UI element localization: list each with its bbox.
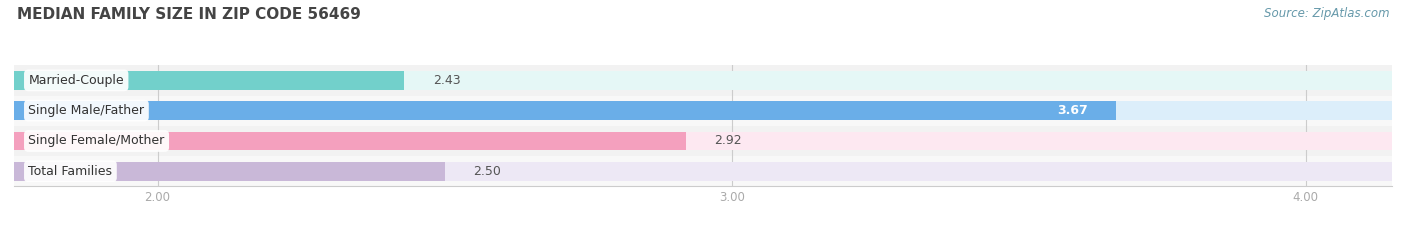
Bar <box>14 162 444 181</box>
Text: Source: ZipAtlas.com: Source: ZipAtlas.com <box>1264 7 1389 20</box>
Text: Single Male/Father: Single Male/Father <box>28 104 145 117</box>
Text: Single Female/Mother: Single Female/Mother <box>28 134 165 147</box>
Text: Total Families: Total Families <box>28 165 112 178</box>
Bar <box>14 132 686 150</box>
Bar <box>14 162 1392 181</box>
Text: 2.43: 2.43 <box>433 74 461 87</box>
Text: 3.67: 3.67 <box>1057 104 1088 117</box>
Bar <box>14 132 1392 150</box>
Bar <box>14 96 1392 126</box>
Bar <box>14 156 1392 186</box>
Bar <box>14 101 1392 120</box>
Text: 2.50: 2.50 <box>474 165 501 178</box>
Bar <box>14 126 1392 156</box>
Text: MEDIAN FAMILY SIZE IN ZIP CODE 56469: MEDIAN FAMILY SIZE IN ZIP CODE 56469 <box>17 7 361 22</box>
Bar <box>14 71 405 90</box>
Text: 2.92: 2.92 <box>714 134 742 147</box>
Bar <box>14 71 1392 90</box>
Bar <box>14 65 1392 96</box>
Text: Married-Couple: Married-Couple <box>28 74 124 87</box>
Bar <box>14 101 1116 120</box>
